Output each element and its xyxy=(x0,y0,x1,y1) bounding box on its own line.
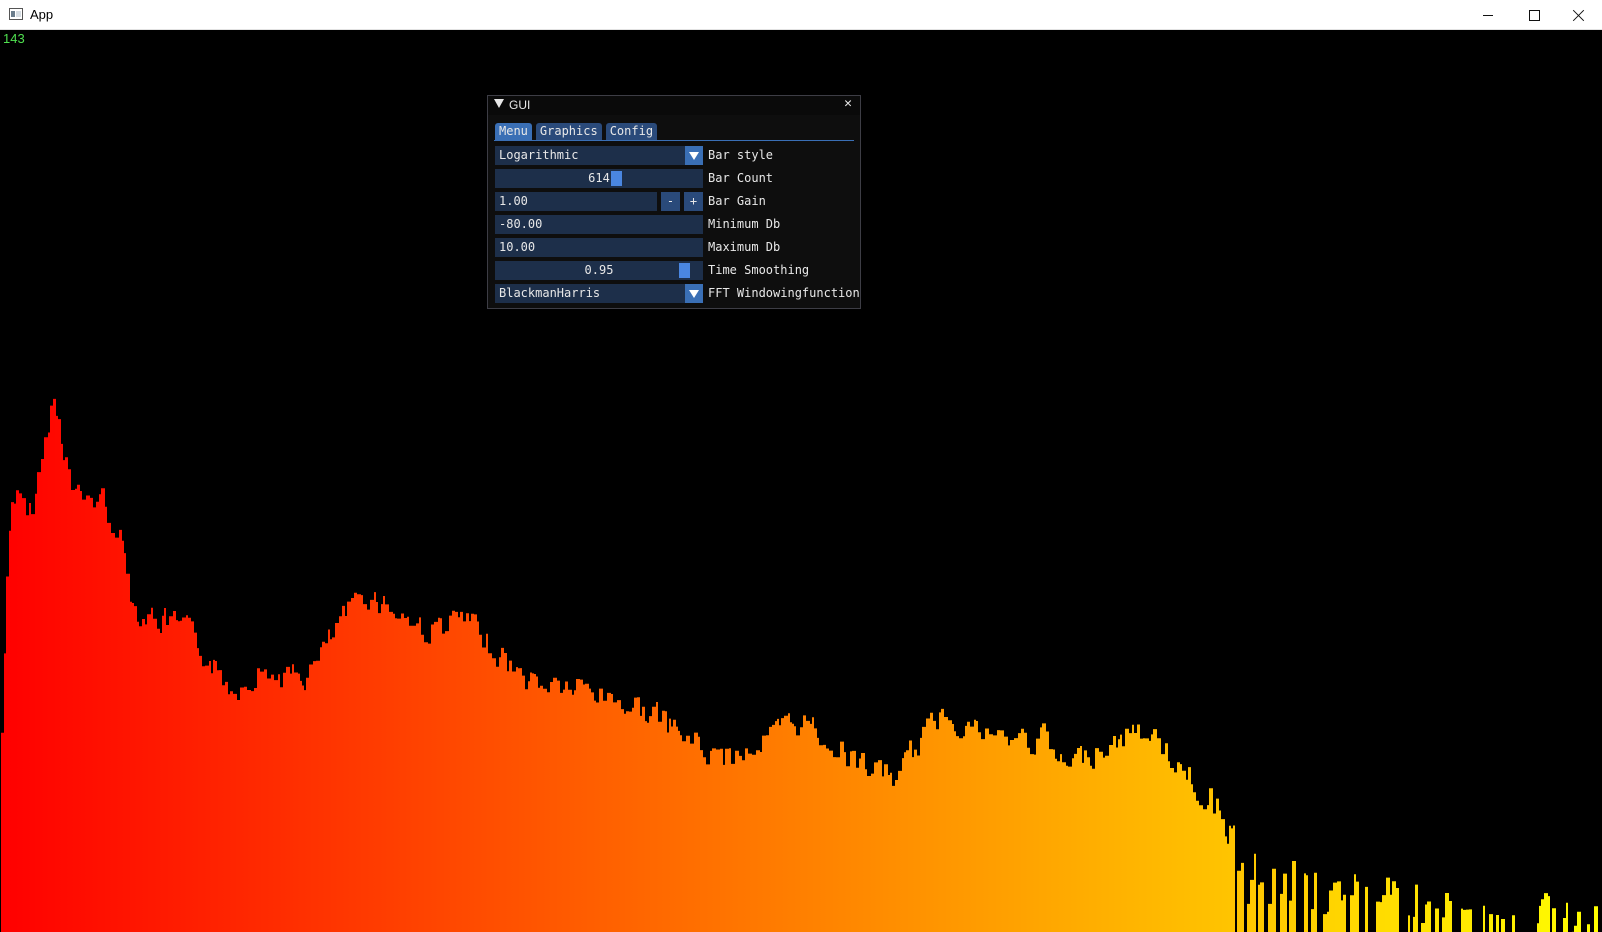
tab-config[interactable]: Config xyxy=(606,123,657,140)
bar-style-dropdown-button[interactable] xyxy=(685,146,703,165)
time-smoothing-label: Time Smoothing xyxy=(708,261,809,280)
tab-graphics[interactable]: Graphics xyxy=(536,123,602,140)
bar-count-slider[interactable]: 614 xyxy=(495,169,703,188)
chevron-down-icon xyxy=(689,290,699,298)
gui-panel[interactable]: GUI ✕ Menu Graphics Config Logarithmic B… xyxy=(487,95,861,309)
maximize-icon xyxy=(1529,10,1540,21)
chevron-down-icon xyxy=(689,152,699,160)
window-titlebar[interactable]: App xyxy=(0,0,1602,30)
fft-window-dropdown-button[interactable] xyxy=(685,284,703,303)
gui-titlebar[interactable]: GUI ✕ xyxy=(488,96,860,115)
collapse-arrow-icon[interactable] xyxy=(494,99,504,108)
minimum-db-input[interactable]: -80.00 xyxy=(495,215,703,234)
minimum-db-label: Minimum Db xyxy=(708,215,780,234)
bar-gain-increment-button[interactable]: + xyxy=(684,192,703,211)
tab-underline xyxy=(494,140,854,141)
bar-gain-input[interactable]: 1.00 xyxy=(495,192,657,211)
spectrum-bars xyxy=(1,399,1601,932)
time-smoothing-slider-grab[interactable] xyxy=(679,263,690,278)
close-button[interactable] xyxy=(1556,0,1602,30)
time-smoothing-slider[interactable]: 0.95 xyxy=(495,261,703,280)
fft-window-value: BlackmanHarris xyxy=(499,286,600,300)
tab-bar: Menu Graphics Config xyxy=(495,123,657,140)
maximum-db-label: Maximum Db xyxy=(708,238,780,257)
bar-gain-value: 1.00 xyxy=(499,194,528,208)
app-icon xyxy=(9,8,23,20)
maximize-button[interactable] xyxy=(1511,0,1557,30)
gui-close-icon[interactable]: ✕ xyxy=(841,97,855,111)
minimum-db-value: -80.00 xyxy=(499,217,542,231)
bar-style-value: Logarithmic xyxy=(499,148,578,162)
time-smoothing-value: 0.95 xyxy=(495,261,703,280)
bar-count-slider-grab[interactable] xyxy=(611,171,622,186)
tab-menu[interactable]: Menu xyxy=(495,123,532,140)
bar-style-label: Bar style xyxy=(708,146,773,165)
bar-count-value: 614 xyxy=(495,169,703,188)
close-icon xyxy=(1573,9,1585,21)
minimize-icon xyxy=(1483,15,1493,16)
bar-gain-label: Bar Gain xyxy=(708,192,766,211)
gui-title: GUI xyxy=(509,98,530,112)
bar-style-combo[interactable]: Logarithmic xyxy=(495,146,703,165)
maximum-db-input[interactable]: 10.00 xyxy=(495,238,703,257)
fft-window-label: FFT Windowingfunction xyxy=(708,284,860,303)
maximum-db-value: 10.00 xyxy=(499,240,535,254)
fps-counter: 143 xyxy=(3,31,25,46)
minimize-button[interactable] xyxy=(1465,0,1511,30)
bar-count-label: Bar Count xyxy=(708,169,773,188)
fft-window-combo[interactable]: BlackmanHarris xyxy=(495,284,703,303)
bar-gain-decrement-button[interactable]: - xyxy=(661,192,680,211)
window-title: App xyxy=(30,7,53,22)
